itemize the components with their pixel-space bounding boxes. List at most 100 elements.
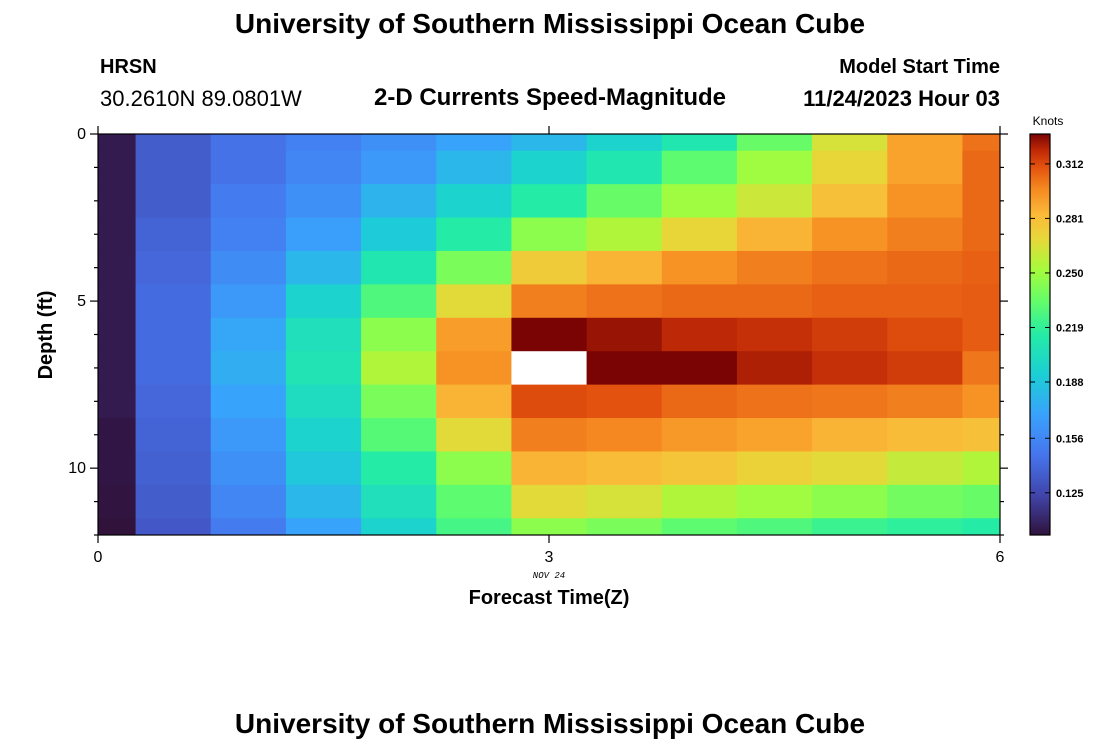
x-tick-label: 6: [996, 549, 1005, 566]
heatmap-cell: [285, 134, 362, 152]
heatmap-cell: [962, 518, 1001, 536]
heatmap-cell: [812, 284, 888, 319]
heatmap-cell: [98, 484, 137, 519]
heatmap-cell: [98, 134, 137, 152]
heatmap-cell: [361, 384, 437, 419]
heatmap-cell: [812, 150, 888, 185]
model-start-label: Model Start Time: [839, 56, 1000, 78]
heatmap-cell: [736, 484, 813, 519]
x-tick-label: 3: [545, 549, 554, 566]
y-axis-label: Depth (ft): [35, 291, 57, 380]
heatmap-cell: [135, 384, 212, 419]
heatmap-cell: [98, 451, 137, 486]
heatmap-cell: [962, 150, 1001, 185]
heatmap-cell: [812, 418, 888, 452]
heatmap-cell: [135, 484, 212, 519]
heatmap-cell: [736, 418, 813, 452]
heatmap-cell: [436, 518, 512, 536]
colorbar-tick-label: 0.188: [1056, 377, 1084, 389]
heatmap-cell: [511, 134, 588, 152]
heatmap-cell: [736, 150, 813, 185]
model-start-value: 11/24/2023 Hour 03: [803, 86, 1000, 111]
heatmap-cell: [887, 384, 963, 419]
heatmap-cell: [586, 217, 663, 252]
heatmap-cell: [210, 384, 287, 419]
heatmap-cell: [135, 518, 212, 536]
heatmap-cell: [887, 134, 963, 152]
colorbar-tick-label: 0.156: [1056, 433, 1084, 445]
heatmap-cell: [135, 284, 212, 319]
heatmap-cell: [887, 150, 963, 185]
heatmap-cell: [361, 317, 437, 352]
heatmap-cell: [812, 518, 888, 536]
heatmap-cell: [812, 250, 888, 285]
heatmap-cell: [436, 217, 512, 252]
heatmap-cell: [736, 284, 813, 319]
station-coordinates: 30.2610N 89.0801W: [100, 86, 302, 111]
y-tick-label: 0: [77, 126, 86, 143]
heatmap-cell: [887, 184, 963, 219]
heatmap-cell: [436, 351, 512, 386]
heatmap-cell: [436, 384, 512, 419]
heatmap-cell: [436, 418, 512, 452]
heatmap-cell: [812, 317, 888, 352]
heatmap-cell: [736, 217, 813, 252]
heatmap-cell: [661, 317, 738, 352]
heatmap-cell: [511, 518, 588, 536]
heatmap-cell: [285, 451, 362, 486]
heatmap-cell: [812, 451, 888, 486]
heatmap-cell: [210, 518, 287, 536]
heatmap-cell: [285, 384, 362, 419]
heatmap-cell: [98, 384, 137, 419]
heatmap-cell: [736, 451, 813, 486]
heatmap-cell: [586, 150, 663, 185]
x-axis-label: Forecast Time(Z): [469, 587, 630, 609]
heatmap-cell: [135, 184, 212, 219]
heatmap-cell: [812, 134, 888, 152]
heatmap-cell: [361, 451, 437, 486]
heatmap-cell: [887, 217, 963, 252]
colorbar-tick-label: 0.125: [1056, 488, 1084, 500]
heatmap-cell: [285, 250, 362, 285]
heatmap-cell: [361, 184, 437, 219]
heatmap-cell: [887, 317, 963, 352]
heatmap-cell: [361, 518, 437, 536]
heatmap-cell: [586, 484, 663, 519]
heatmap-cell: [736, 184, 813, 219]
heatmap-cell: [736, 518, 813, 536]
heatmap-cell: [812, 217, 888, 252]
heatmap-cell: [887, 418, 963, 452]
heatmap-cell: [887, 284, 963, 319]
heatmap-cell: [962, 317, 1001, 352]
heatmap-cell: [135, 250, 212, 285]
heatmap-cell: [436, 134, 512, 152]
heatmap-cell: [511, 184, 588, 219]
heatmap-cell: [661, 451, 738, 486]
heatmap-cell: [887, 518, 963, 536]
heatmap-cell: [210, 418, 287, 452]
heatmap-cell: [586, 418, 663, 452]
y-tick-label: 10: [68, 460, 86, 477]
heatmap-cell-missing: [511, 351, 588, 386]
heatmap-cell: [511, 150, 588, 185]
heatmap-cell: [511, 317, 588, 352]
heatmap-cell: [887, 351, 963, 386]
heatmap-cell: [962, 184, 1001, 219]
heatmap-cell: [812, 351, 888, 386]
x-tick-label: 0: [94, 549, 103, 566]
heatmap-cell: [661, 250, 738, 285]
heatmap-cell: [436, 451, 512, 486]
heatmap-cell: [285, 418, 362, 452]
heatmap-cell: [736, 134, 813, 152]
heatmap-cell: [962, 451, 1001, 486]
colorbar-tick-label: 0.281: [1056, 213, 1084, 225]
heatmap-cell: [586, 134, 663, 152]
heatmap-cell: [210, 351, 287, 386]
heatmap-cell: [436, 284, 512, 319]
heatmap-cell: [135, 134, 212, 152]
heatmap-cell: [135, 150, 212, 185]
heatmap-cell: [98, 418, 137, 452]
heatmap-cell: [436, 150, 512, 185]
heatmap-cell: [661, 217, 738, 252]
